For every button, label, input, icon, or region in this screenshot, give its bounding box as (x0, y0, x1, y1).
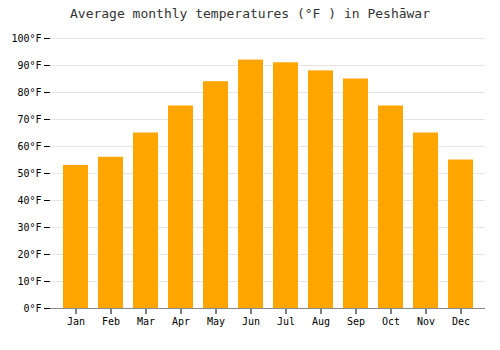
svg-text:Jun: Jun (242, 316, 260, 327)
svg-text:80°F: 80°F (17, 87, 41, 98)
svg-text:Feb: Feb (102, 316, 120, 327)
svg-text:30°F: 30°F (17, 222, 41, 233)
svg-text:Nov: Nov (417, 316, 435, 327)
svg-text:Apr: Apr (172, 316, 190, 327)
svg-text:Sep: Sep (347, 316, 365, 327)
html-text:Average monthly temperatures (: Average monthly temperatures (°F ) in Pe… (70, 6, 430, 21)
svg-text:90°F: 90°F (17, 60, 41, 71)
svg-text:Oct: Oct (382, 316, 400, 327)
svg-text:20°F: 20°F (17, 249, 41, 260)
svg-text:50°F: 50°F (17, 168, 41, 179)
svg-text:100°F: 100°F (11, 33, 41, 44)
svg-text:10°F: 10°F (17, 276, 41, 287)
svg-text:May: May (207, 316, 225, 327)
svg-text:Mar: Mar (137, 316, 155, 327)
svg-text:0°F: 0°F (23, 303, 41, 314)
svg-text:Aug: Aug (312, 316, 330, 327)
svg-text:Jan: Jan (67, 316, 85, 327)
svg-text:Dec: Dec (452, 316, 470, 327)
svg-text:40°F: 40°F (17, 195, 41, 206)
svg-text:70°F: 70°F (17, 114, 41, 125)
svg-text:Jul: Jul (277, 316, 295, 327)
svg-text:60°F: 60°F (17, 141, 41, 152)
